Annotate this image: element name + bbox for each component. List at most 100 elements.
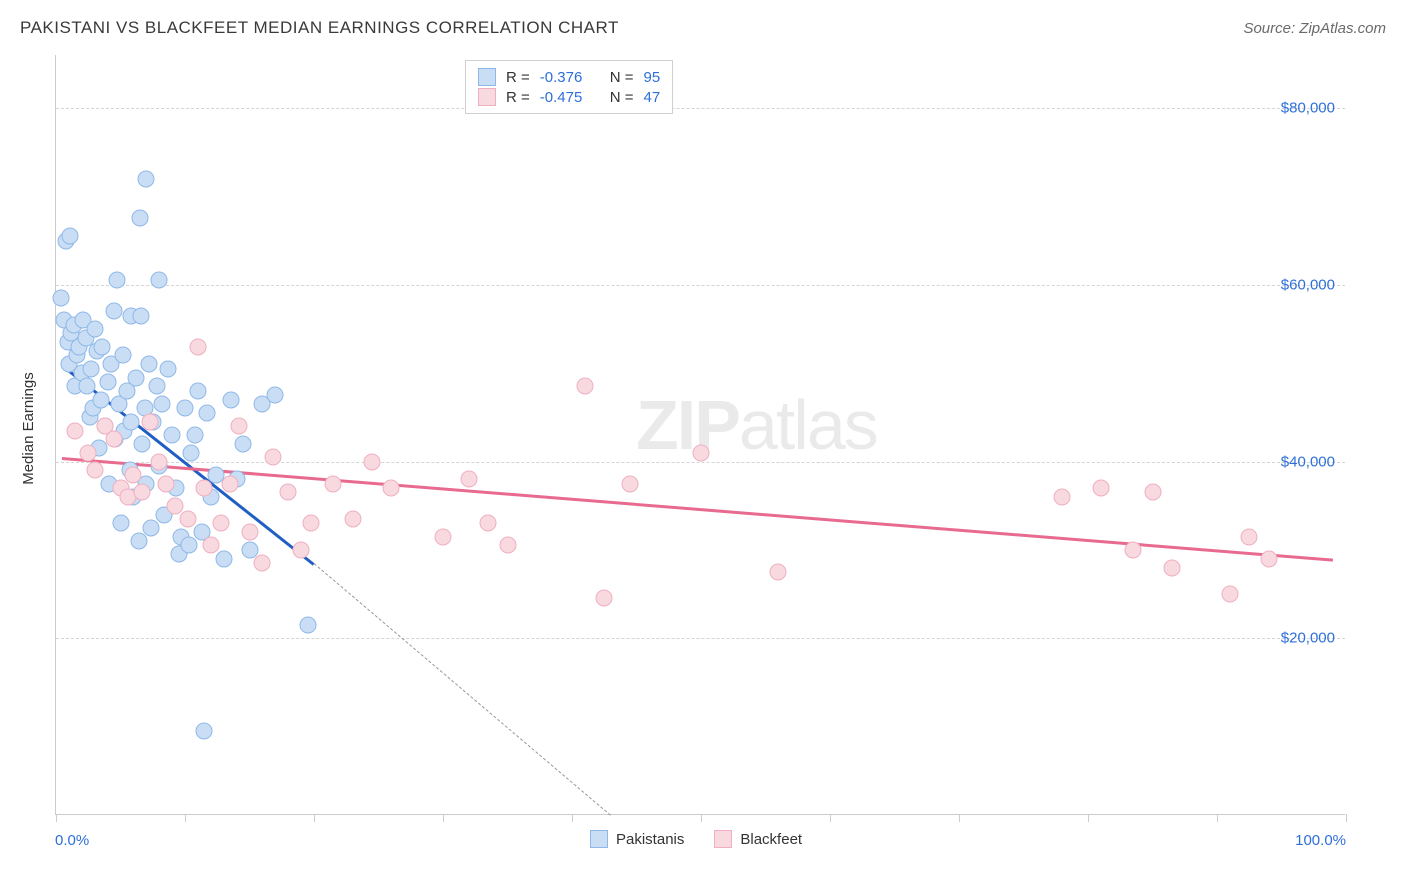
x-tick (185, 814, 186, 822)
data-point (435, 528, 452, 545)
data-point (215, 550, 232, 567)
gridline (56, 638, 1345, 639)
x-tick (572, 814, 573, 822)
x-axis-max-label: 100.0% (1295, 832, 1346, 849)
data-point (115, 347, 132, 364)
y-tick-label: $80,000 (1281, 100, 1335, 117)
x-tick (959, 814, 960, 822)
data-point (131, 210, 148, 227)
r-value: -0.376 (540, 69, 600, 86)
data-point (143, 519, 160, 536)
legend-swatch (714, 830, 732, 848)
data-point (112, 515, 129, 532)
n-value: 47 (644, 89, 661, 106)
data-point (86, 320, 103, 337)
data-point (222, 475, 239, 492)
x-tick (1088, 814, 1089, 822)
data-point (138, 170, 155, 187)
data-point (189, 382, 206, 399)
gridline (56, 108, 1345, 109)
data-point (213, 515, 230, 532)
y-tick-label: $60,000 (1281, 276, 1335, 293)
data-point (280, 484, 297, 501)
legend-label: Blackfeet (740, 831, 802, 848)
legend-swatch (478, 68, 496, 86)
data-point (1092, 480, 1109, 497)
data-point (157, 475, 174, 492)
data-point (383, 480, 400, 497)
watermark: ZIPatlas (636, 385, 877, 465)
data-point (80, 444, 97, 461)
data-point (140, 356, 157, 373)
data-point (160, 360, 177, 377)
chart-title: PAKISTANI VS BLACKFEET MEDIAN EARNINGS C… (20, 18, 619, 38)
x-tick (830, 814, 831, 822)
data-point (133, 307, 150, 324)
data-point (241, 524, 258, 541)
data-point (78, 378, 95, 395)
data-point (267, 387, 284, 404)
gridline (56, 285, 1345, 286)
data-point (264, 449, 281, 466)
correlation-legend-row: R =-0.376N =95 (478, 67, 660, 87)
data-point (480, 515, 497, 532)
data-point (148, 378, 165, 395)
data-point (106, 431, 123, 448)
data-point (364, 453, 381, 470)
data-point (180, 537, 197, 554)
source-attribution: Source: ZipAtlas.com (1243, 20, 1386, 37)
data-point (134, 435, 151, 452)
legend-item: Blackfeet (714, 830, 802, 848)
watermark-bold: ZIP (636, 386, 739, 464)
data-point (151, 272, 168, 289)
data-point (125, 466, 142, 483)
data-point (151, 453, 168, 470)
data-point (293, 541, 310, 558)
data-point (62, 228, 79, 245)
data-point (198, 404, 215, 421)
data-point (1125, 541, 1142, 558)
x-tick (56, 814, 57, 822)
data-point (622, 475, 639, 492)
data-point (231, 418, 248, 435)
x-tick (443, 814, 444, 822)
data-point (177, 400, 194, 417)
data-point (223, 391, 240, 408)
data-point (460, 471, 477, 488)
legend-item: Pakistanis (590, 830, 684, 848)
watermark-rest: atlas (739, 386, 877, 464)
legend-swatch (478, 88, 496, 106)
data-point (134, 484, 151, 501)
data-point (1054, 488, 1071, 505)
x-tick (314, 814, 315, 822)
data-point (153, 396, 170, 413)
data-point (1260, 550, 1277, 567)
y-axis-title: Median Earnings (20, 372, 37, 485)
series-legend: Pakistanis Blackfeet (590, 830, 802, 848)
y-tick-label: $40,000 (1281, 453, 1335, 470)
data-point (770, 563, 787, 580)
data-point (344, 510, 361, 527)
data-point (499, 537, 516, 554)
x-axis-min-label: 0.0% (55, 832, 89, 849)
data-point (303, 515, 320, 532)
data-point (576, 378, 593, 395)
data-point (299, 617, 316, 634)
data-point (254, 555, 271, 572)
data-point (86, 462, 103, 479)
x-tick (1217, 814, 1218, 822)
r-label: R = (506, 69, 530, 86)
data-point (53, 290, 70, 307)
data-point (122, 413, 139, 430)
data-point (166, 497, 183, 514)
data-point (142, 413, 159, 430)
r-label: R = (506, 89, 530, 106)
data-point (235, 435, 252, 452)
data-point (183, 444, 200, 461)
n-label: N = (610, 89, 634, 106)
data-point (693, 444, 710, 461)
data-point (196, 480, 213, 497)
data-point (127, 369, 144, 386)
data-point (596, 590, 613, 607)
header: PAKISTANI VS BLACKFEET MEDIAN EARNINGS C… (20, 18, 1386, 38)
